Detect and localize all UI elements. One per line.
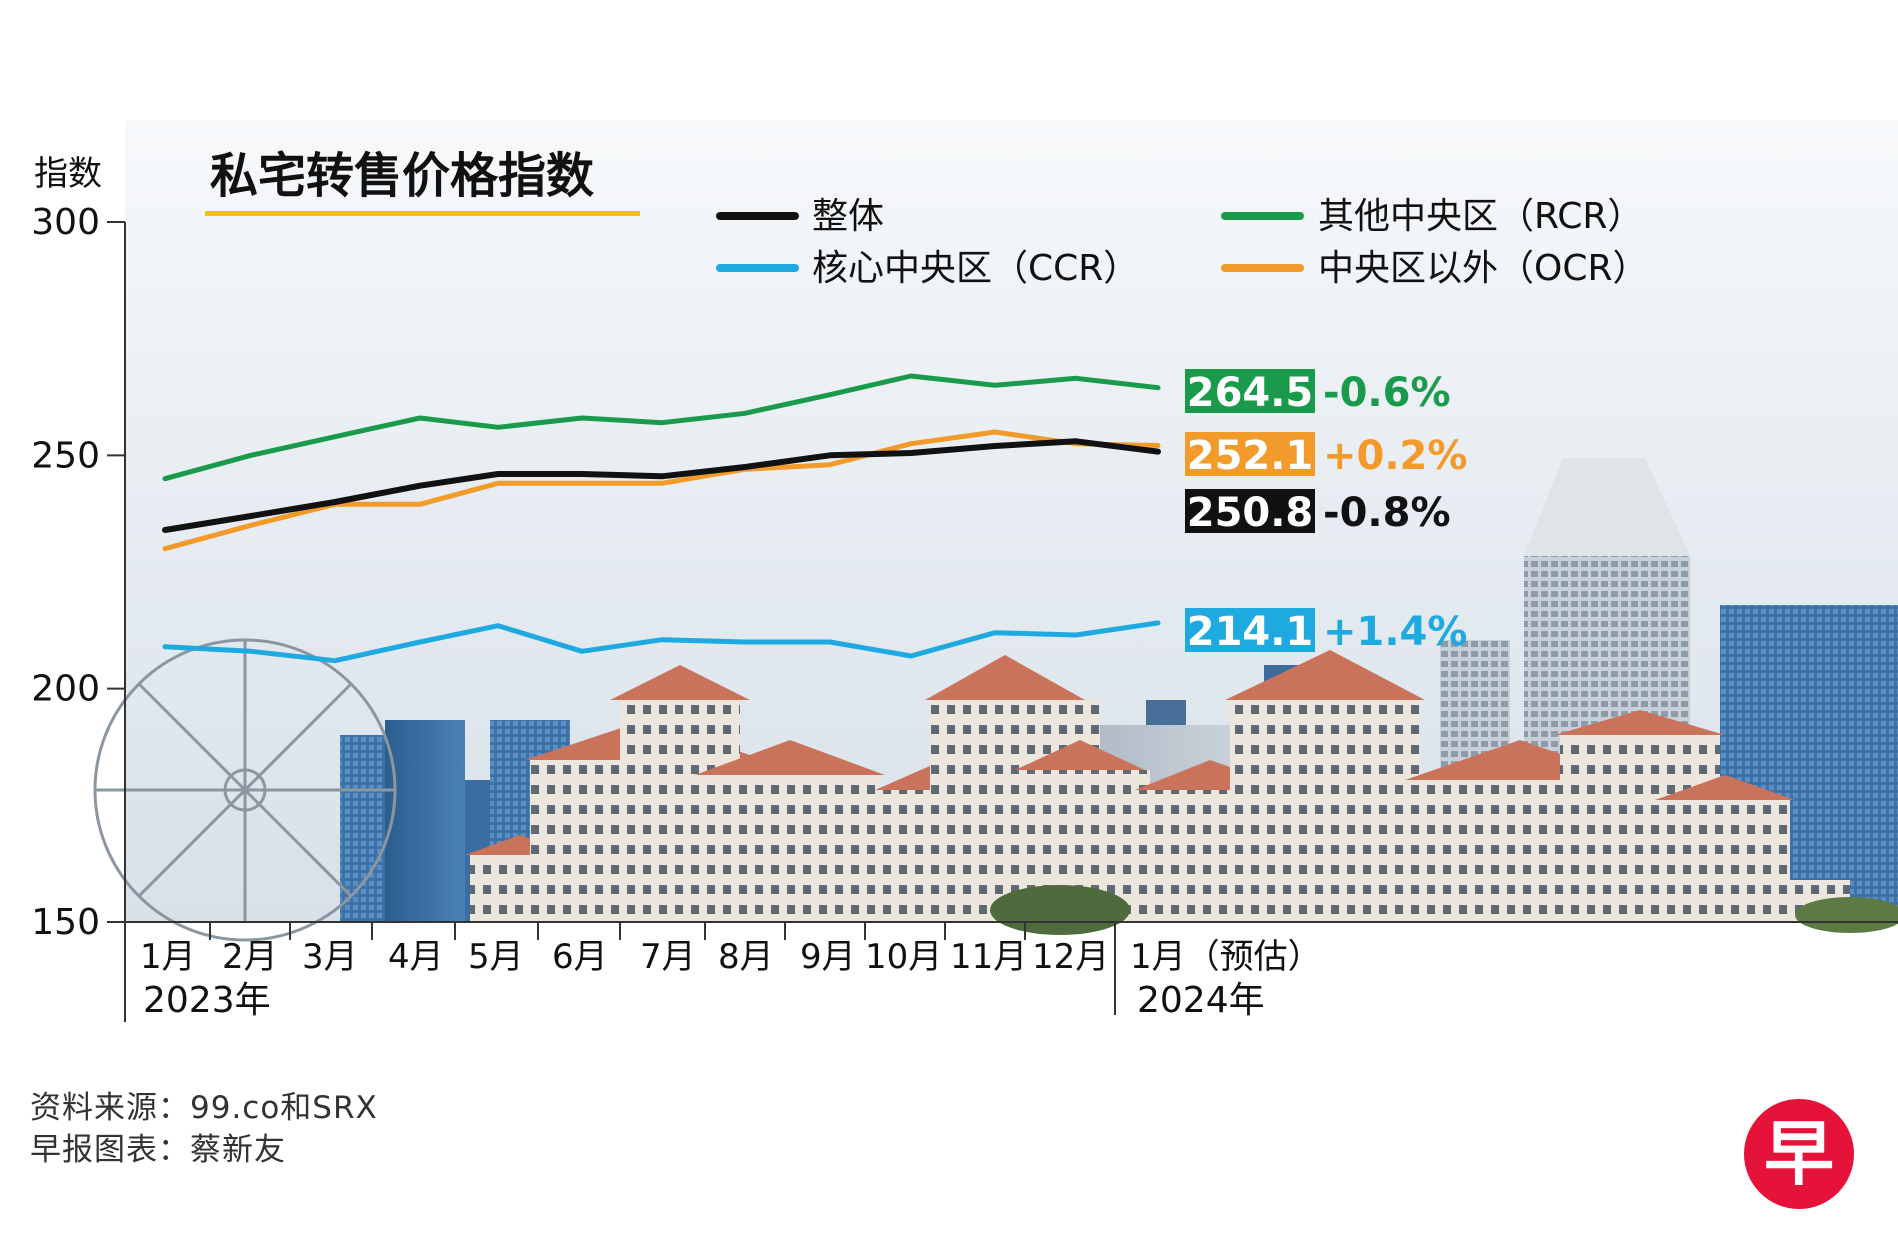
legend-label-overall: 整体 (812, 196, 884, 237)
title-underline (205, 211, 640, 216)
chart-title: 私宅转售价格指数 (210, 148, 594, 204)
x-tick-label: 9月 (800, 937, 856, 977)
y-tick-label: 300 (31, 202, 100, 243)
series-line-rcr (162, 373, 1161, 482)
legend: 整体 核心中央区（CCR） 其他中央区（RCR） 中央区以外（OCR） (716, 196, 1649, 289)
x-ticks: 1月 2月 3月 4月 5月 6月 7月 8月 9月 10月 11月 12月 1月（预估） (140, 922, 1322, 977)
x-tick-label: 11月 (950, 937, 1027, 977)
x-tick-label: 10月 (865, 937, 942, 977)
change-ccr: +1.4% (1323, 609, 1467, 655)
x-tick-label: 1月（预估） (1130, 937, 1322, 977)
change-rcr: -0.6% (1323, 370, 1451, 416)
end-value-overall: 250.8 (1187, 490, 1314, 536)
y-ticks: 300 250 200 150 (31, 202, 125, 943)
series-line-ccr (162, 620, 1161, 664)
x-tick-label: 6月 (552, 937, 608, 977)
x-tick-label: 7月 (640, 937, 696, 977)
series-lines (162, 373, 1161, 664)
end-value-box-rcr (1185, 369, 1315, 413)
end-value-ccr: 214.1 (1187, 609, 1314, 655)
change-overall: -0.8% (1323, 490, 1451, 536)
x-tick-label: 8月 (718, 937, 774, 977)
end-value-box-ccr (1185, 608, 1315, 652)
legend-label-rcr: 其他中央区（RCR） (1318, 196, 1643, 237)
end-value-box-overall (1185, 489, 1315, 533)
year-label-2024: 2024年 (1137, 980, 1265, 1021)
source-note: 资料来源：99.co和SRX (30, 1090, 378, 1126)
x-tick-label: 1月 (140, 937, 196, 977)
x-tick-label: 5月 (468, 937, 524, 977)
x-tick-label: 2月 (222, 937, 278, 977)
y-axis-label: 指数 (34, 154, 102, 194)
y-tick-label: 200 (31, 669, 100, 710)
end-value-rcr: 264.5 (1187, 370, 1314, 416)
x-tick-label: 3月 (302, 937, 358, 977)
end-value-ocr: 252.1 (1187, 433, 1314, 479)
end-value-box-ocr (1185, 432, 1315, 476)
x-tick-label: 12月 (1032, 937, 1109, 977)
credit-note: 早报图表：蔡新友 (30, 1132, 286, 1168)
legend-label-ocr: 中央区以外（OCR） (1318, 248, 1649, 289)
change-ocr: +0.2% (1323, 433, 1467, 479)
y-tick-label: 150 (31, 902, 100, 943)
end-labels: 250.8 -0.8% 214.1 +1.4% 264.5 -0.6%252.1 +0.2% (1185, 369, 1467, 655)
background-cityscape (93, 120, 1898, 942)
zaobao-logo: 早 (1744, 1099, 1854, 1209)
x-tick-label: 4月 (388, 937, 444, 977)
series-line-overall (162, 438, 1161, 533)
legend-label-ccr: 核心中央区（CCR） (812, 248, 1139, 289)
year-label-2023: 2023年 (143, 980, 271, 1021)
y-tick-label: 250 (31, 435, 100, 476)
